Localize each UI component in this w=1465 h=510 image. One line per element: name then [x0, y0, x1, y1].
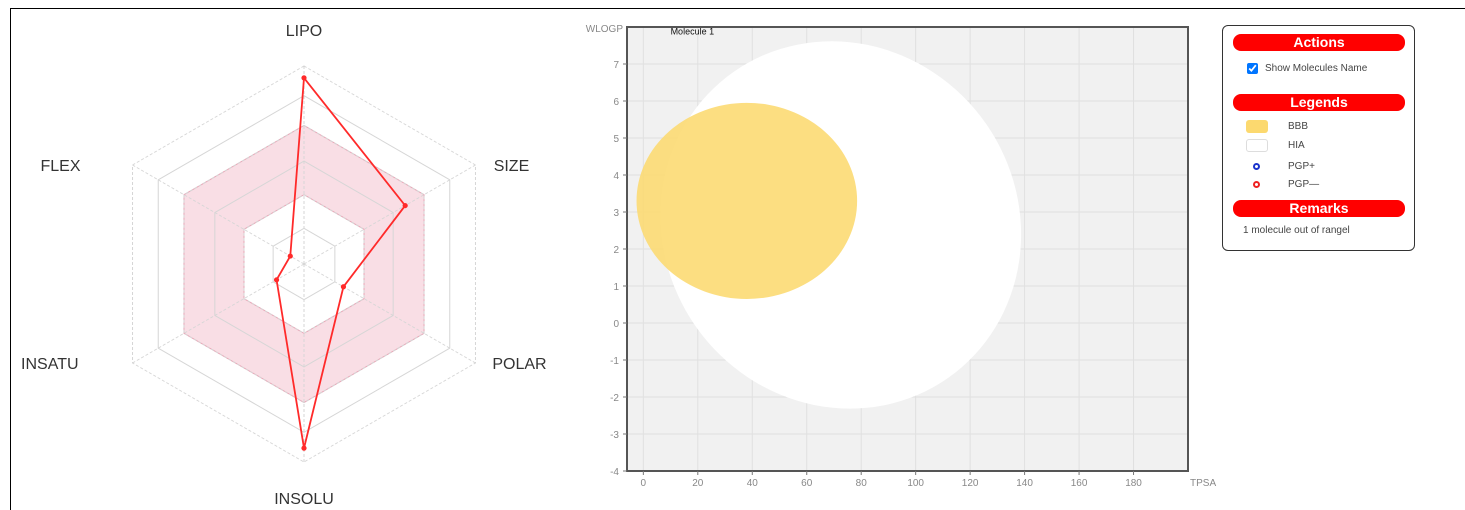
x-tick-label: 160	[1071, 478, 1088, 489]
legend-item-label: PGP—	[1288, 179, 1320, 190]
side-panel: Actions Show Molecules Name Legends BBB H…	[1222, 25, 1415, 251]
x-tick-label: 20	[692, 478, 704, 489]
x-tick-label: 40	[747, 478, 759, 489]
x-tick-label: 100	[907, 478, 924, 489]
figure-frame	[10, 8, 1465, 510]
radar-grid-ring	[157, 95, 451, 433]
molecule-profile-point	[301, 445, 307, 451]
actions-header: Actions	[1233, 34, 1405, 51]
remarks-text: 1 molecule out of rangel	[1243, 225, 1350, 236]
remarks-header: Remarks	[1233, 200, 1405, 217]
show-names-label[interactable]: Show Molecules Name	[1265, 63, 1368, 74]
legends-header: Legends	[1233, 94, 1405, 111]
legend-bbb-marker	[1246, 120, 1268, 133]
x-tick-label: 80	[856, 478, 868, 489]
x-tick-label: 180	[1125, 478, 1142, 489]
radar-grid-ring	[183, 124, 425, 404]
y-tick-label: 6	[613, 97, 619, 108]
y-tick-label: 0	[613, 319, 619, 330]
y-tick-label: -1	[610, 356, 619, 367]
y-tick-label: 7	[613, 60, 619, 71]
radar-spoke	[303, 263, 476, 364]
molecule-name-annotation: Molecule 1	[671, 26, 715, 36]
y-tick-label: 3	[613, 208, 619, 219]
molecule-profile-point	[301, 75, 307, 81]
x-axis-label: TPSA	[1190, 478, 1216, 489]
radar-spoke	[303, 164, 476, 265]
molecule-profile-point	[287, 253, 293, 259]
bioavailability-radar: LIPO SIZE POLAR INSOLU INSATU FLEX	[21, 23, 547, 508]
radar-axis-label: SIZE	[494, 158, 530, 175]
y-tick-label: 2	[613, 245, 619, 256]
radar-spoke	[132, 164, 305, 265]
molecule-profile-point	[340, 284, 347, 290]
x-tick-label: 60	[801, 478, 813, 489]
y-tick-label: -3	[610, 430, 619, 441]
show-names-checkbox[interactable]	[1247, 63, 1258, 74]
molecule-profile-point	[402, 202, 408, 209]
y-tick-label: -4	[610, 467, 619, 478]
y-axis-label: WLOGP	[586, 24, 624, 35]
radar-grid-ring	[243, 194, 365, 334]
bbb-region	[636, 102, 858, 299]
radar-axis-label: FLEX	[41, 158, 81, 175]
y-tick-label: 1	[613, 282, 619, 293]
x-tick-label: 120	[962, 478, 979, 489]
radar-axis-label: POLAR	[492, 356, 546, 373]
radar-axis-label: INSOLU	[274, 491, 334, 508]
molecule-profile-point	[273, 277, 280, 283]
legend-item-label: HIA	[1288, 140, 1305, 151]
legend-pgp+-marker	[1253, 163, 1260, 170]
x-tick-label: 140	[1016, 478, 1033, 489]
x-tick-label: 0	[641, 478, 647, 489]
boiled-egg-plot: 0 20 40 60 80 100 120 140 160 180 -4 -3 -2 -1 0 1 2 3 4 5 6 7…	[586, 24, 1217, 489]
radar-axis-label: INSATU	[21, 356, 78, 373]
y-tick-label: 4	[613, 171, 619, 182]
radar-axis-label: LIPO	[286, 23, 322, 40]
legend-item-label: PGP+	[1288, 161, 1315, 172]
y-tick-label: -2	[610, 393, 619, 404]
legend-pgp-marker	[1253, 181, 1260, 188]
legend-hia-marker	[1246, 139, 1268, 152]
y-tick-label: 5	[613, 134, 619, 145]
legend-item-label: BBB	[1288, 121, 1309, 132]
